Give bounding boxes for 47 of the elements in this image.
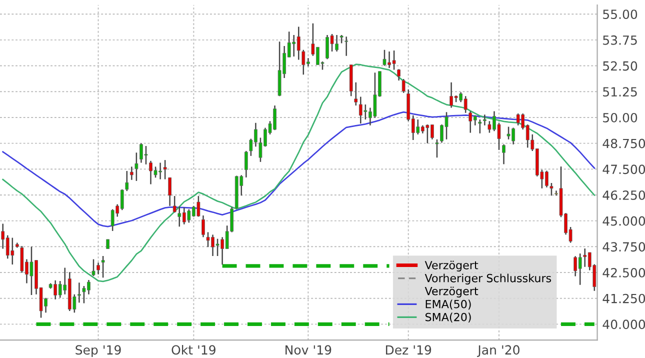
candlestick	[550, 182, 554, 196]
candlestick	[101, 255, 105, 278]
x-tick-label: Nov '19	[286, 345, 332, 355]
candlestick	[96, 262, 100, 275]
y-tick-label: 40.000	[602, 320, 645, 330]
annotation: Verzögert	[424, 286, 478, 298]
candlestick	[92, 258, 96, 277]
candlestick	[482, 114, 486, 126]
y-tick-label: 41.250	[602, 294, 645, 304]
candlestick	[125, 170, 129, 192]
candlestick	[244, 150, 248, 178]
candlestick	[130, 166, 134, 181]
y-tick-label: 45.000	[602, 216, 645, 226]
candlestick	[168, 176, 172, 207]
candlestick	[435, 138, 439, 158]
y-tick-label: 42.500	[602, 268, 645, 278]
candlestick	[344, 36, 348, 56]
candlestick	[397, 68, 401, 82]
y-tick-label: 48.750	[602, 138, 645, 148]
candlestick	[478, 118, 482, 134]
x-tick-label: Jan '20	[477, 345, 520, 357]
y-tick-label: 55.00	[603, 10, 638, 20]
candlestick	[172, 195, 176, 214]
y-tick-label: 50.00	[603, 112, 638, 122]
x-tick-label: Okt '19	[172, 344, 216, 355]
annotation: Vorheriger Schlusskurs	[424, 274, 552, 284]
line-series	[2, 64, 596, 282]
candlestick	[502, 144, 506, 165]
candlestick	[202, 214, 205, 238]
candlestick	[354, 82, 358, 106]
candlestick	[106, 238, 110, 250]
y-tick-label: 53.75	[603, 35, 637, 45]
x-tick-label: Dez '19	[386, 345, 432, 355]
candlestick	[402, 78, 406, 94]
y-tick-label: 52.50	[603, 61, 638, 71]
legend-label: SMA(20)	[425, 312, 471, 323]
y-tick-label: 46.250	[602, 190, 645, 200]
legend-label: EMA(50)	[426, 300, 471, 310]
legend-label: Verzögert	[424, 260, 478, 272]
line-series	[2, 111, 596, 228]
y-tick-label: 43.750	[602, 242, 645, 252]
y-tick-label: 47.500	[602, 164, 645, 174]
y-tick-label: 51.25	[603, 87, 637, 97]
candlestick	[78, 282, 81, 304]
candlestick	[163, 159, 167, 180]
x-tick-label: Sep '19	[76, 345, 121, 358]
candlestick	[134, 152, 138, 182]
